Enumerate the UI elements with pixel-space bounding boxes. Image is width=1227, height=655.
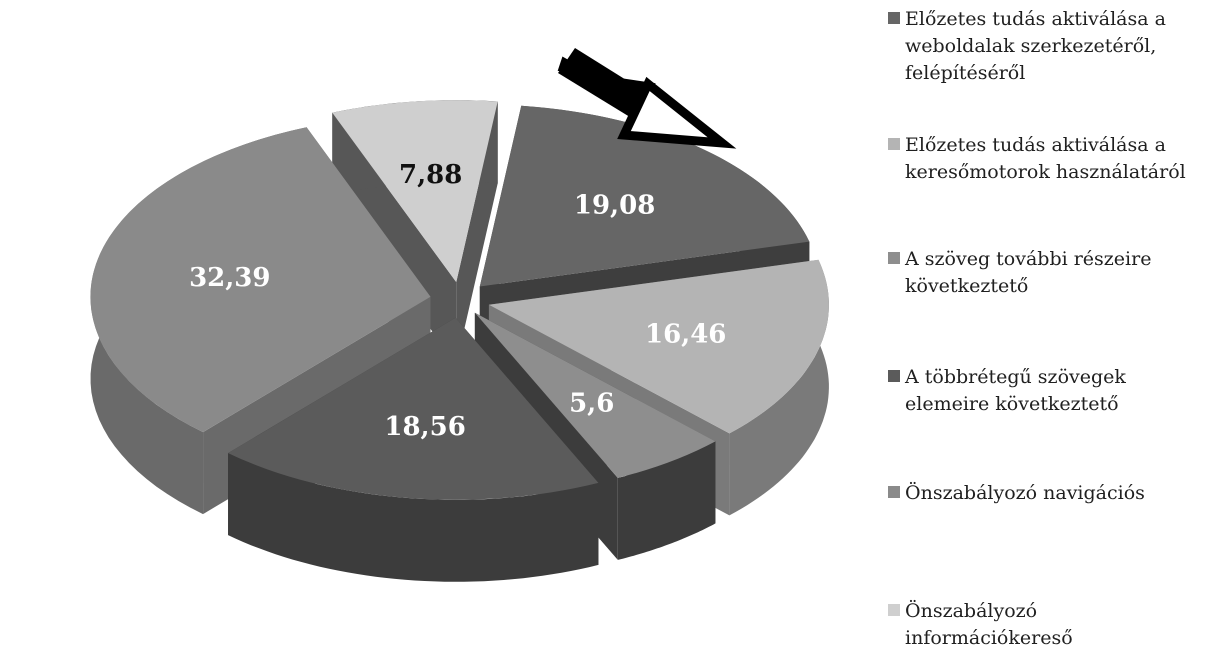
legend-item-5: Önszabályozó információkereső (888, 598, 1224, 652)
legend-item-line: Előzetes tudás aktiválása a (888, 6, 1224, 33)
legend-item-1: Előzetes tudás aktiválása a keresőmotorok… (888, 132, 1224, 186)
legend-label: felépítéséről (905, 62, 1026, 84)
arrow-head-icon (617, 76, 737, 149)
legend-item-line: A többrétegű szövegek (888, 364, 1224, 391)
legend-item-line: Önszabályozó navigációs (888, 480, 1224, 507)
legend-item-line: A szöveg további részeire (888, 246, 1224, 273)
pie-slice-label-5: 7,88 (399, 160, 462, 190)
pie-slice-4 (90, 127, 431, 433)
legend-label: Előzetes tudás aktiválása a (905, 134, 1166, 156)
legend-item-line: információkereső (888, 625, 1224, 652)
legend-label: következtető (905, 275, 1029, 297)
legend-label: Önszabályozó navigációs (905, 482, 1145, 504)
legend-item-line: Előzetes tudás aktiválása a (888, 132, 1224, 159)
legend-item-line: weboldalak szerkezetéről, (888, 33, 1224, 60)
pie-slice-label-1: 16,46 (645, 320, 726, 350)
pie-slice-5 (332, 100, 498, 283)
legend-swatch (888, 12, 900, 24)
pie-slice-outer-wall (729, 259, 829, 516)
pie-slice-3 (228, 317, 599, 500)
arrow-shaft-main-icon (558, 48, 655, 122)
legend-label: A többrétegű szövegek (905, 366, 1126, 388)
pie-slice-2 (474, 312, 716, 478)
legend-item-4: Önszabályozó navigációs (888, 480, 1224, 507)
legend-item-line: felépítéséről (888, 60, 1224, 87)
pie-slice-1 (488, 259, 829, 434)
pointer-arrow-icon (557, 48, 737, 149)
legend-swatch (888, 604, 900, 616)
legend-label: Önszabályozó (905, 600, 1038, 622)
legend-item-0: Előzetes tudás aktiválása a weboldalak sz… (888, 6, 1224, 87)
legend-item-line: Önszabályozó (888, 598, 1224, 625)
legend-label: információkereső (905, 627, 1073, 649)
legend-label: A szöveg további részeire (905, 248, 1152, 270)
legend-swatch (888, 252, 900, 264)
pie-data-labels: 19,08 16,46 5,6 18,56 32,39 7,88 (189, 160, 726, 442)
legend-item-3: A többrétegű szövegek elemeire következte… (888, 364, 1224, 418)
legend-swatch (888, 486, 900, 498)
legend-item-line: keresőmotorok használatáról (888, 159, 1224, 186)
legend-item-2: A szöveg további részeire következtető (888, 246, 1224, 300)
pie-slice-label-0: 19,08 (574, 191, 655, 221)
pie-slice-label-2: 5,6 (569, 388, 614, 418)
legend-item-line: következtető (888, 273, 1224, 300)
legend-swatch (888, 138, 900, 150)
pie-chart: 19,08 16,46 5,6 18,56 32,39 7,88 (90, 48, 829, 582)
pie-slice-label-3: 18,56 (384, 412, 465, 442)
legend-item-line: elemeire következtető (888, 391, 1224, 418)
legend-label: elemeire következtető (905, 393, 1119, 415)
pie-slice-outer-wall (617, 441, 716, 560)
pie-top-faces (90, 100, 829, 500)
pie-slice-0 (479, 105, 810, 287)
pie-slice-label-4: 32,39 (189, 263, 270, 293)
legend-label: weboldalak szerkezetéről, (905, 35, 1157, 57)
pie-slice-outer-wall (228, 453, 599, 582)
legend-label: Előzetes tudás aktiválása a (905, 8, 1166, 30)
legend-label: keresőmotorok használatáról (905, 161, 1186, 183)
legend-swatch (888, 370, 900, 382)
